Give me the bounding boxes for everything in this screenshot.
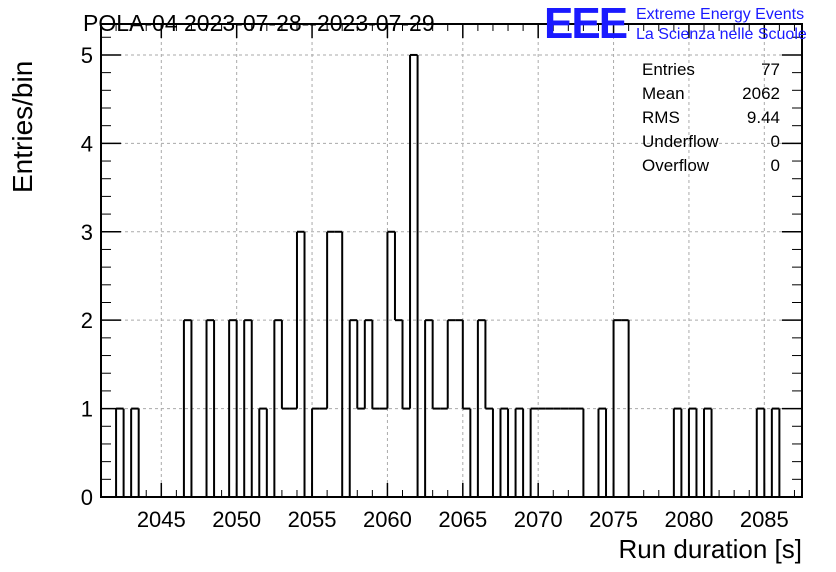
stats-box: Entries 77 Mean 2062 RMS 9.44 Underflow …: [642, 60, 780, 180]
logo-line-1: Extreme Energy Events: [636, 6, 805, 23]
stat-value: 2062: [742, 84, 780, 103]
eee-logo: EEE: [544, 0, 628, 48]
y-tick-label: 1: [81, 397, 93, 422]
histogram-bars: [115, 53, 781, 497]
stat-label: Entries: [642, 60, 695, 79]
stat-label: Underflow: [642, 132, 719, 151]
stat-value: 9.44: [746, 108, 780, 127]
grid-lines: [101, 24, 802, 497]
y-tick-label: 0: [81, 485, 93, 510]
y-tick-label: 3: [81, 220, 93, 245]
stat-row-overflow: Overflow 0: [642, 156, 780, 180]
stat-row-mean: Mean 2062: [642, 84, 780, 108]
stat-row-underflow: Underflow 0: [642, 132, 780, 156]
x-tick-label: 2080: [664, 507, 713, 532]
x-tick-label: 2075: [589, 507, 638, 532]
stat-value: 0: [770, 132, 780, 151]
y-tick-label: 4: [81, 131, 93, 156]
plot-frame: [100, 23, 803, 498]
stat-label: Mean: [642, 84, 685, 103]
stat-row-rms: RMS 9.44: [642, 108, 780, 132]
logo-line-2: La Scienza nelle Scuole: [636, 26, 807, 43]
y-tick-label: 2: [81, 308, 93, 333]
chart-title: POLA-04 2023-07-28--2023-07-29: [83, 10, 435, 36]
x-tick-label: 2085: [740, 507, 789, 532]
x-tick-label: 2060: [363, 507, 412, 532]
x-tick-label: 2050: [212, 507, 261, 532]
stat-label: Overflow: [642, 156, 710, 175]
tick-labels: 2045 2050 2055 2060 2065 2070 2075 2080 2085 0 1 2 3…: [81, 43, 789, 532]
stat-row-entries: Entries 77: [642, 60, 780, 84]
stat-label: RMS: [642, 108, 680, 127]
x-tick-label: 2065: [438, 507, 487, 532]
x-tick-label: 2070: [514, 507, 563, 532]
stat-value: 77: [761, 60, 780, 79]
y-tick-label: 5: [81, 43, 93, 68]
x-axis-label: Run duration [s]: [618, 534, 802, 564]
x-tick-label: 2045: [137, 507, 186, 532]
axis-ticks: [100, 24, 802, 498]
y-axis-label: Entries/bin: [7, 60, 38, 193]
x-tick-label: 2055: [288, 507, 337, 532]
stat-value: 0: [770, 156, 780, 175]
